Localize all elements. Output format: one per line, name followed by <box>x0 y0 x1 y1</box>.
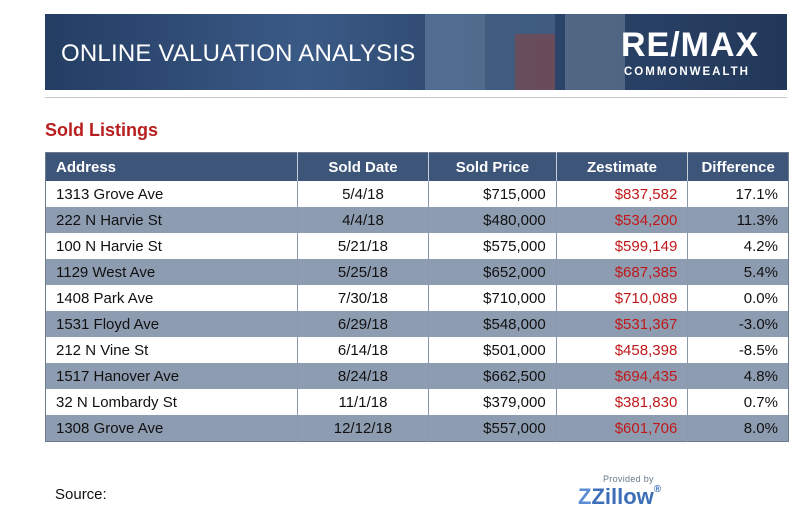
sold-listings-table: Address Sold Date Sold Price Zestimate D… <box>45 152 789 442</box>
cell-difference: -3.0% <box>687 311 789 337</box>
cell-sold-price: $575,000 <box>428 233 557 259</box>
zillow-text: Zillow <box>591 484 654 509</box>
table-row: 1531 Floyd Ave 6/29/18 $548,000 $531,367 -3.… <box>45 311 789 337</box>
table-row: 1408 Park Ave 7/30/18 $710,000 $710,089 0.0% <box>45 285 789 311</box>
table-row: 32 N Lombardy St 11/1/18 $379,000 $381,830 0… <box>45 389 789 415</box>
column-header-sold-price: Sold Price <box>428 152 557 181</box>
banner-title: ONLINE VALUATION ANALYSIS <box>61 40 416 67</box>
table-header-row: Address Sold Date Sold Price Zestimate D… <box>45 152 789 181</box>
cell-address: 1129 West Ave <box>45 259 298 285</box>
cell-zestimate: $599,149 <box>556 233 689 259</box>
cell-zestimate: $458,398 <box>556 337 689 363</box>
zillow-registered-mark: ® <box>653 484 662 495</box>
table-row: 1308 Grove Ave 12/12/18 $557,000 $601,706 8.… <box>45 415 789 442</box>
cell-sold-price: $710,000 <box>428 285 557 311</box>
zillow-z-icon: Z <box>578 484 592 509</box>
cell-zestimate: $534,200 <box>556 207 689 233</box>
cell-sold-price: $379,000 <box>428 389 557 415</box>
cell-difference: 4.8% <box>687 363 789 389</box>
column-header-difference: Difference <box>687 152 789 181</box>
cell-sold-price: $557,000 <box>428 415 557 442</box>
cell-sold-date: 12/12/18 <box>297 415 430 442</box>
cell-address: 1308 Grove Ave <box>45 415 298 442</box>
banner-photo <box>425 14 485 90</box>
cell-difference: 17.1% <box>687 181 789 207</box>
table-row: 1313 Grove Ave 5/4/18 $715,000 $837,582 17.1… <box>45 181 789 207</box>
cell-difference: -8.5% <box>687 337 789 363</box>
cell-sold-price: $548,000 <box>428 311 557 337</box>
table-row: 222 N Harvie St 4/4/18 $480,000 $534,200 11.… <box>45 207 789 233</box>
cell-zestimate: $601,706 <box>556 415 689 442</box>
cell-sold-date: 8/24/18 <box>297 363 430 389</box>
cell-zestimate: $531,367 <box>556 311 689 337</box>
cell-sold-date: 7/30/18 <box>297 285 430 311</box>
column-header-zestimate: Zestimate <box>556 152 689 181</box>
cell-sold-price: $501,000 <box>428 337 557 363</box>
cell-difference: 8.0% <box>687 415 789 442</box>
cell-sold-date: 5/4/18 <box>297 181 430 207</box>
table-row: 1517 Hanover Ave 8/24/18 $662,500 $694,435 4… <box>45 363 789 389</box>
table-row: 212 N Vine St 6/14/18 $501,000 $458,398 -8.5… <box>45 337 789 363</box>
logo-main-text: RE/MAX <box>621 26 760 64</box>
divider <box>45 97 787 98</box>
cell-zestimate: $694,435 <box>556 363 689 389</box>
cell-zestimate: $837,582 <box>556 181 689 207</box>
cell-sold-price: $662,500 <box>428 363 557 389</box>
banner-photo <box>565 14 625 90</box>
cell-sold-date: 11/1/18 <box>297 389 430 415</box>
banner-photo <box>515 34 555 90</box>
cell-address: 1408 Park Ave <box>45 285 298 311</box>
header-banner: ONLINE VALUATION ANALYSIS RE/MAX COMMONW… <box>45 14 787 90</box>
cell-address: 100 N Harvie St <box>45 233 298 259</box>
cell-sold-date: 6/29/18 <box>297 311 430 337</box>
cell-sold-date: 5/21/18 <box>297 233 430 259</box>
cell-difference: 5.4% <box>687 259 789 285</box>
cell-zestimate: $710,089 <box>556 285 689 311</box>
cell-address: 222 N Harvie St <box>45 207 298 233</box>
cell-sold-date: 6/14/18 <box>297 337 430 363</box>
cell-address: 1517 Hanover Ave <box>45 363 298 389</box>
cell-address: 212 N Vine St <box>45 337 298 363</box>
zillow-logo: ZZillow® <box>578 484 661 510</box>
cell-zestimate: $687,385 <box>556 259 689 285</box>
cell-sold-price: $715,000 <box>428 181 557 207</box>
provided-by-label: Provided by <box>603 474 654 484</box>
cell-sold-price: $480,000 <box>428 207 557 233</box>
cell-sold-date: 5/25/18 <box>297 259 430 285</box>
cell-address: 1313 Grove Ave <box>45 181 298 207</box>
column-header-sold-date: Sold Date <box>297 152 430 181</box>
cell-address: 1531 Floyd Ave <box>45 311 298 337</box>
table-row: 1129 West Ave 5/25/18 $652,000 $687,385 5.4% <box>45 259 789 285</box>
source-label: Source: <box>55 486 107 503</box>
cell-difference: 4.2% <box>687 233 789 259</box>
cell-sold-date: 4/4/18 <box>297 207 430 233</box>
cell-difference: 0.0% <box>687 285 789 311</box>
cell-difference: 0.7% <box>687 389 789 415</box>
section-title: Sold Listings <box>45 120 159 140</box>
cell-address: 32 N Lombardy St <box>45 389 298 415</box>
remax-logo: RE/MAX COMMONWEALTH <box>621 24 781 84</box>
logo-sub-text: COMMONWEALTH <box>624 66 750 78</box>
cell-zestimate: $381,830 <box>556 389 689 415</box>
cell-difference: 11.3% <box>687 207 789 233</box>
cell-sold-price: $652,000 <box>428 259 557 285</box>
table-row: 100 N Harvie St 5/21/18 $575,000 $599,149 4.… <box>45 233 789 259</box>
column-header-address: Address <box>45 152 298 181</box>
